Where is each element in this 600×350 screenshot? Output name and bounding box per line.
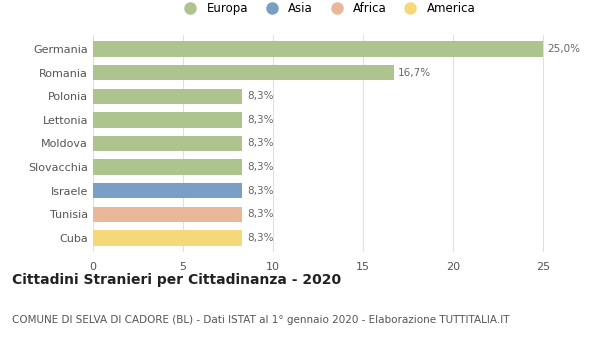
Bar [93, 183, 242, 198]
Bar [93, 206, 242, 222]
Bar [93, 112, 242, 128]
Text: COMUNE DI SELVA DI CADORE (BL) - Dati ISTAT al 1° gennaio 2020 - Elaborazione TU: COMUNE DI SELVA DI CADORE (BL) - Dati IS… [12, 315, 509, 325]
Text: 8,3%: 8,3% [247, 162, 274, 172]
Bar [93, 42, 543, 57]
Bar [93, 159, 242, 175]
Text: 8,3%: 8,3% [247, 139, 274, 148]
Text: 16,7%: 16,7% [398, 68, 431, 78]
Bar [93, 89, 242, 104]
Text: 8,3%: 8,3% [247, 91, 274, 102]
Text: 8,3%: 8,3% [247, 115, 274, 125]
Text: 8,3%: 8,3% [247, 209, 274, 219]
Text: 8,3%: 8,3% [247, 186, 274, 196]
Bar [93, 230, 242, 245]
Text: Cittadini Stranieri per Cittadinanza - 2020: Cittadini Stranieri per Cittadinanza - 2… [12, 273, 341, 287]
Bar [93, 65, 394, 80]
Bar [93, 136, 242, 151]
Text: 25,0%: 25,0% [548, 44, 581, 54]
Legend: Europa, Asia, Africa, America: Europa, Asia, Africa, America [178, 2, 476, 15]
Text: 8,3%: 8,3% [247, 233, 274, 243]
